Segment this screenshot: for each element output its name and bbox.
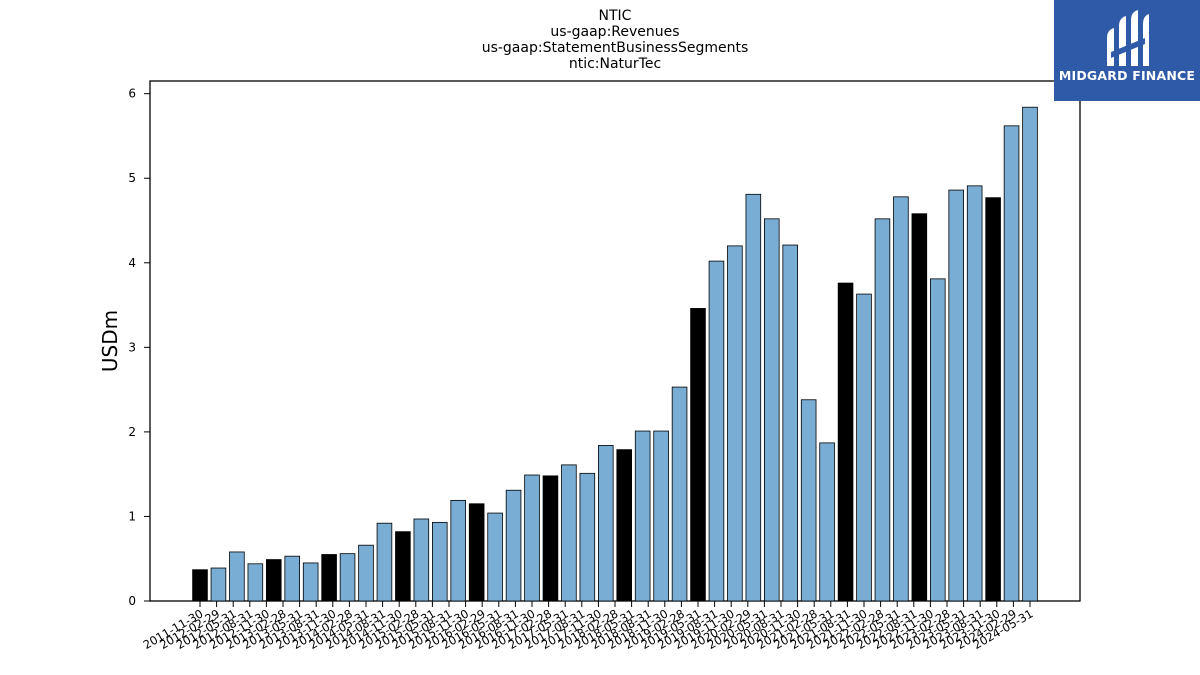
bar bbox=[247, 563, 264, 602]
bar bbox=[321, 554, 337, 602]
bar bbox=[1003, 125, 1020, 602]
bar bbox=[431, 521, 448, 602]
bar bbox=[192, 569, 208, 602]
bar bbox=[690, 308, 706, 602]
bar bbox=[893, 196, 909, 602]
bar bbox=[616, 449, 632, 602]
chart-title-line: us-gaap:Revenues bbox=[550, 24, 679, 40]
bar bbox=[542, 475, 559, 602]
chart-title-line: ntic:NaturTec bbox=[569, 56, 661, 72]
bar bbox=[395, 531, 411, 602]
y-tick-label: 4 bbox=[128, 256, 136, 270]
bar bbox=[653, 430, 669, 602]
bar bbox=[487, 512, 503, 602]
bar bbox=[505, 489, 522, 602]
bar bbox=[450, 499, 467, 602]
chart-title-line: NTIC bbox=[599, 8, 632, 24]
bar bbox=[358, 544, 374, 602]
y-tick-label: 2 bbox=[128, 425, 136, 439]
bar bbox=[856, 293, 872, 602]
bar bbox=[911, 213, 928, 602]
bar bbox=[966, 185, 983, 602]
bar bbox=[837, 282, 854, 602]
bar bbox=[598, 445, 614, 602]
bar bbox=[634, 430, 651, 602]
x-axis: 2011-11-302012-02-292012-05-312012-08-31… bbox=[141, 601, 1036, 652]
bar bbox=[985, 197, 1001, 602]
bar bbox=[524, 474, 540, 602]
bar bbox=[874, 218, 891, 602]
bar bbox=[561, 464, 577, 602]
bar bbox=[284, 555, 301, 602]
bar bbox=[745, 193, 762, 602]
bar bbox=[468, 503, 485, 602]
bar bbox=[930, 278, 946, 602]
y-tick-label: 5 bbox=[128, 171, 136, 185]
bar bbox=[265, 559, 282, 602]
logo-text: MIDGARD FINANCE bbox=[1058, 68, 1196, 83]
plot-area bbox=[149, 80, 1081, 602]
bar bbox=[579, 472, 596, 602]
chart-title: NTICus-gaap:Revenuesus-gaap:StatementBus… bbox=[482, 8, 749, 72]
y-tick-label: 3 bbox=[128, 340, 136, 354]
bar bbox=[819, 442, 835, 602]
y-tick-label: 6 bbox=[128, 87, 136, 101]
chart-title-line: us-gaap:StatementBusinessSegments bbox=[482, 40, 749, 56]
bar bbox=[764, 218, 780, 602]
bar bbox=[708, 260, 725, 602]
bar bbox=[413, 518, 430, 602]
bar bbox=[339, 553, 356, 602]
midgard-logo-icon bbox=[1107, 10, 1149, 66]
y-axis: 0 1 2 3 4 5 6 bbox=[128, 87, 150, 608]
bar bbox=[229, 551, 245, 602]
bar bbox=[302, 562, 319, 602]
y-tick-label: 0 bbox=[128, 594, 136, 608]
bar bbox=[376, 522, 393, 602]
bars bbox=[192, 106, 1038, 602]
bar bbox=[671, 386, 688, 602]
y-tick-label: 1 bbox=[128, 509, 136, 523]
bar bbox=[727, 245, 743, 602]
bar bbox=[782, 244, 798, 602]
midgard-finance-logo: MIDGARD FINANCE bbox=[1054, 0, 1200, 101]
bar bbox=[948, 189, 964, 602]
bar bbox=[1022, 106, 1038, 602]
bar bbox=[800, 399, 817, 602]
y-axis-label: USDm bbox=[98, 310, 122, 372]
bar bbox=[210, 567, 227, 602]
